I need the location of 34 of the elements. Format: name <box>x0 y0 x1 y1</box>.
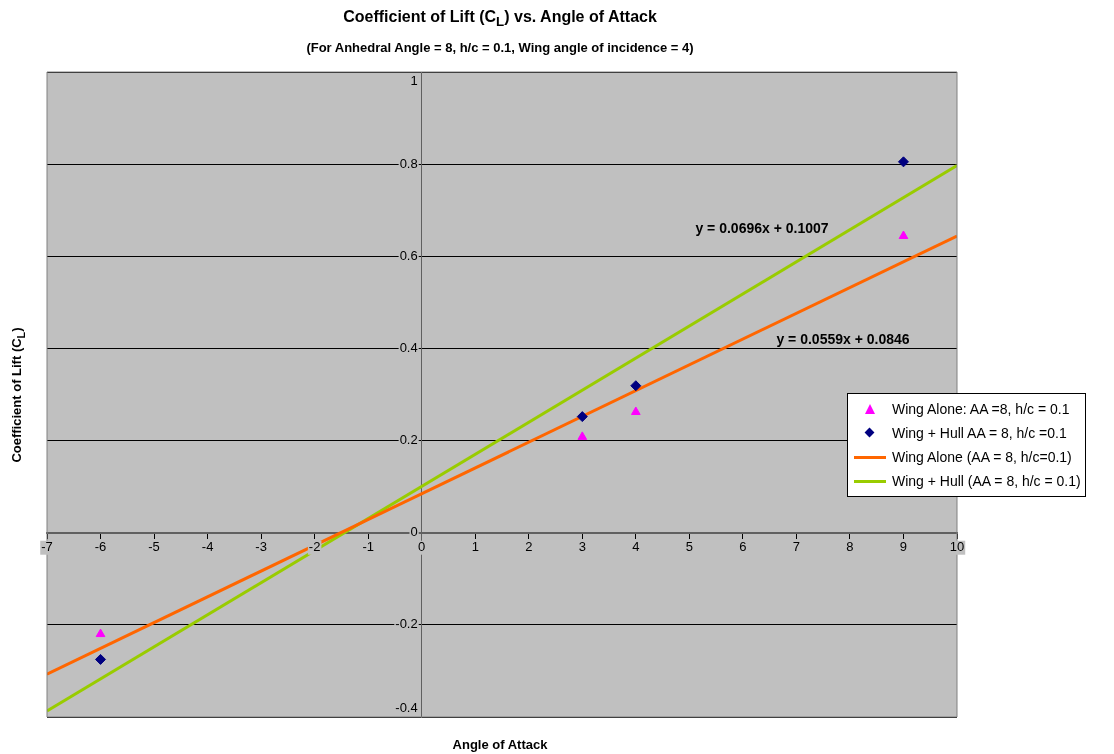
y-tick-label: -0.2 <box>395 616 418 632</box>
y-tick-label: 0.6 <box>399 247 418 263</box>
y-tick-label: -0.4 <box>395 699 418 715</box>
chart-title: Coefficient of Lift (C$_{L}$) vs. Angle of Attack <box>342 8 658 30</box>
legend-label: Wing Alone (AA = 8, h/c=0.1) <box>892 449 1072 465</box>
x-tick-label: 2 <box>525 539 533 555</box>
x-axis-title: Angle of Attack <box>451 737 549 752</box>
y-tick-label: 0.2 <box>399 432 418 448</box>
x-tick-label: -6 <box>94 539 107 555</box>
y-tick-label: 0.4 <box>399 340 418 356</box>
annotation: y = 0.0696x + 0.1007 <box>695 219 829 236</box>
x-tick-label: 7 <box>792 539 801 555</box>
x-tick-label: 6 <box>739 539 747 555</box>
x-tick-label: 9 <box>899 539 908 555</box>
x-tick-label: -1 <box>362 539 374 555</box>
y-tick-label: 0 <box>410 524 418 540</box>
x-tick-label: -3 <box>255 539 267 555</box>
legend-label: Wing Alone: AA =8, h/c = 0.1 <box>892 401 1070 417</box>
x-tick-label: 3 <box>578 539 586 555</box>
y-tick-label: 1 <box>410 72 418 88</box>
x-tick-label: -7 <box>41 539 53 555</box>
annotation: y = 0.0559x + 0.0846 <box>776 330 910 347</box>
x-tick-label: -5 <box>148 539 160 555</box>
legend-label: Wing + Hull (AA = 8, h/c = 0.1) <box>892 473 1081 489</box>
x-tick-label: 10 <box>949 539 965 555</box>
x-tick-label: 1 <box>471 539 479 555</box>
x-tick-label: 4 <box>632 539 640 555</box>
legend-label: Wing + Hull AA = 8, h/c =0.1 <box>892 425 1067 441</box>
y-tick-label: 0.8 <box>399 155 418 171</box>
chart-subtitle: (For Anhedral Angle = 8, h/c = 0.1, Wing angle of incidence = 4) <box>305 40 695 55</box>
x-tick-label: -4 <box>201 539 214 555</box>
x-tick-label: 5 <box>685 539 693 555</box>
x-tick-label: -2 <box>308 539 321 555</box>
x-tick-label: 8 <box>846 539 854 555</box>
